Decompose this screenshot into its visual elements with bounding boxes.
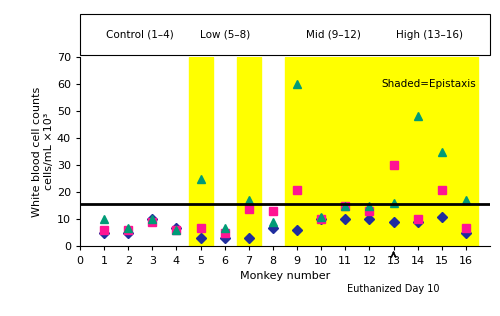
Y-axis label: White blood cell counts
cells/mL ×10³: White blood cell counts cells/mL ×10³ — [32, 87, 54, 217]
Text: Mid (9–12): Mid (9–12) — [306, 30, 360, 40]
Text: Shaded=Epistaxis: Shaded=Epistaxis — [382, 79, 476, 88]
Bar — [237, 57, 261, 246]
Text: Euthanized Day 10: Euthanized Day 10 — [348, 284, 440, 295]
Text: Low (5–8): Low (5–8) — [200, 30, 250, 40]
Text: Control (1–4): Control (1–4) — [106, 30, 174, 40]
X-axis label: Monkey number: Monkey number — [240, 271, 330, 281]
Text: High (13–16): High (13–16) — [396, 30, 463, 40]
Bar — [188, 57, 212, 246]
Bar — [285, 57, 478, 246]
